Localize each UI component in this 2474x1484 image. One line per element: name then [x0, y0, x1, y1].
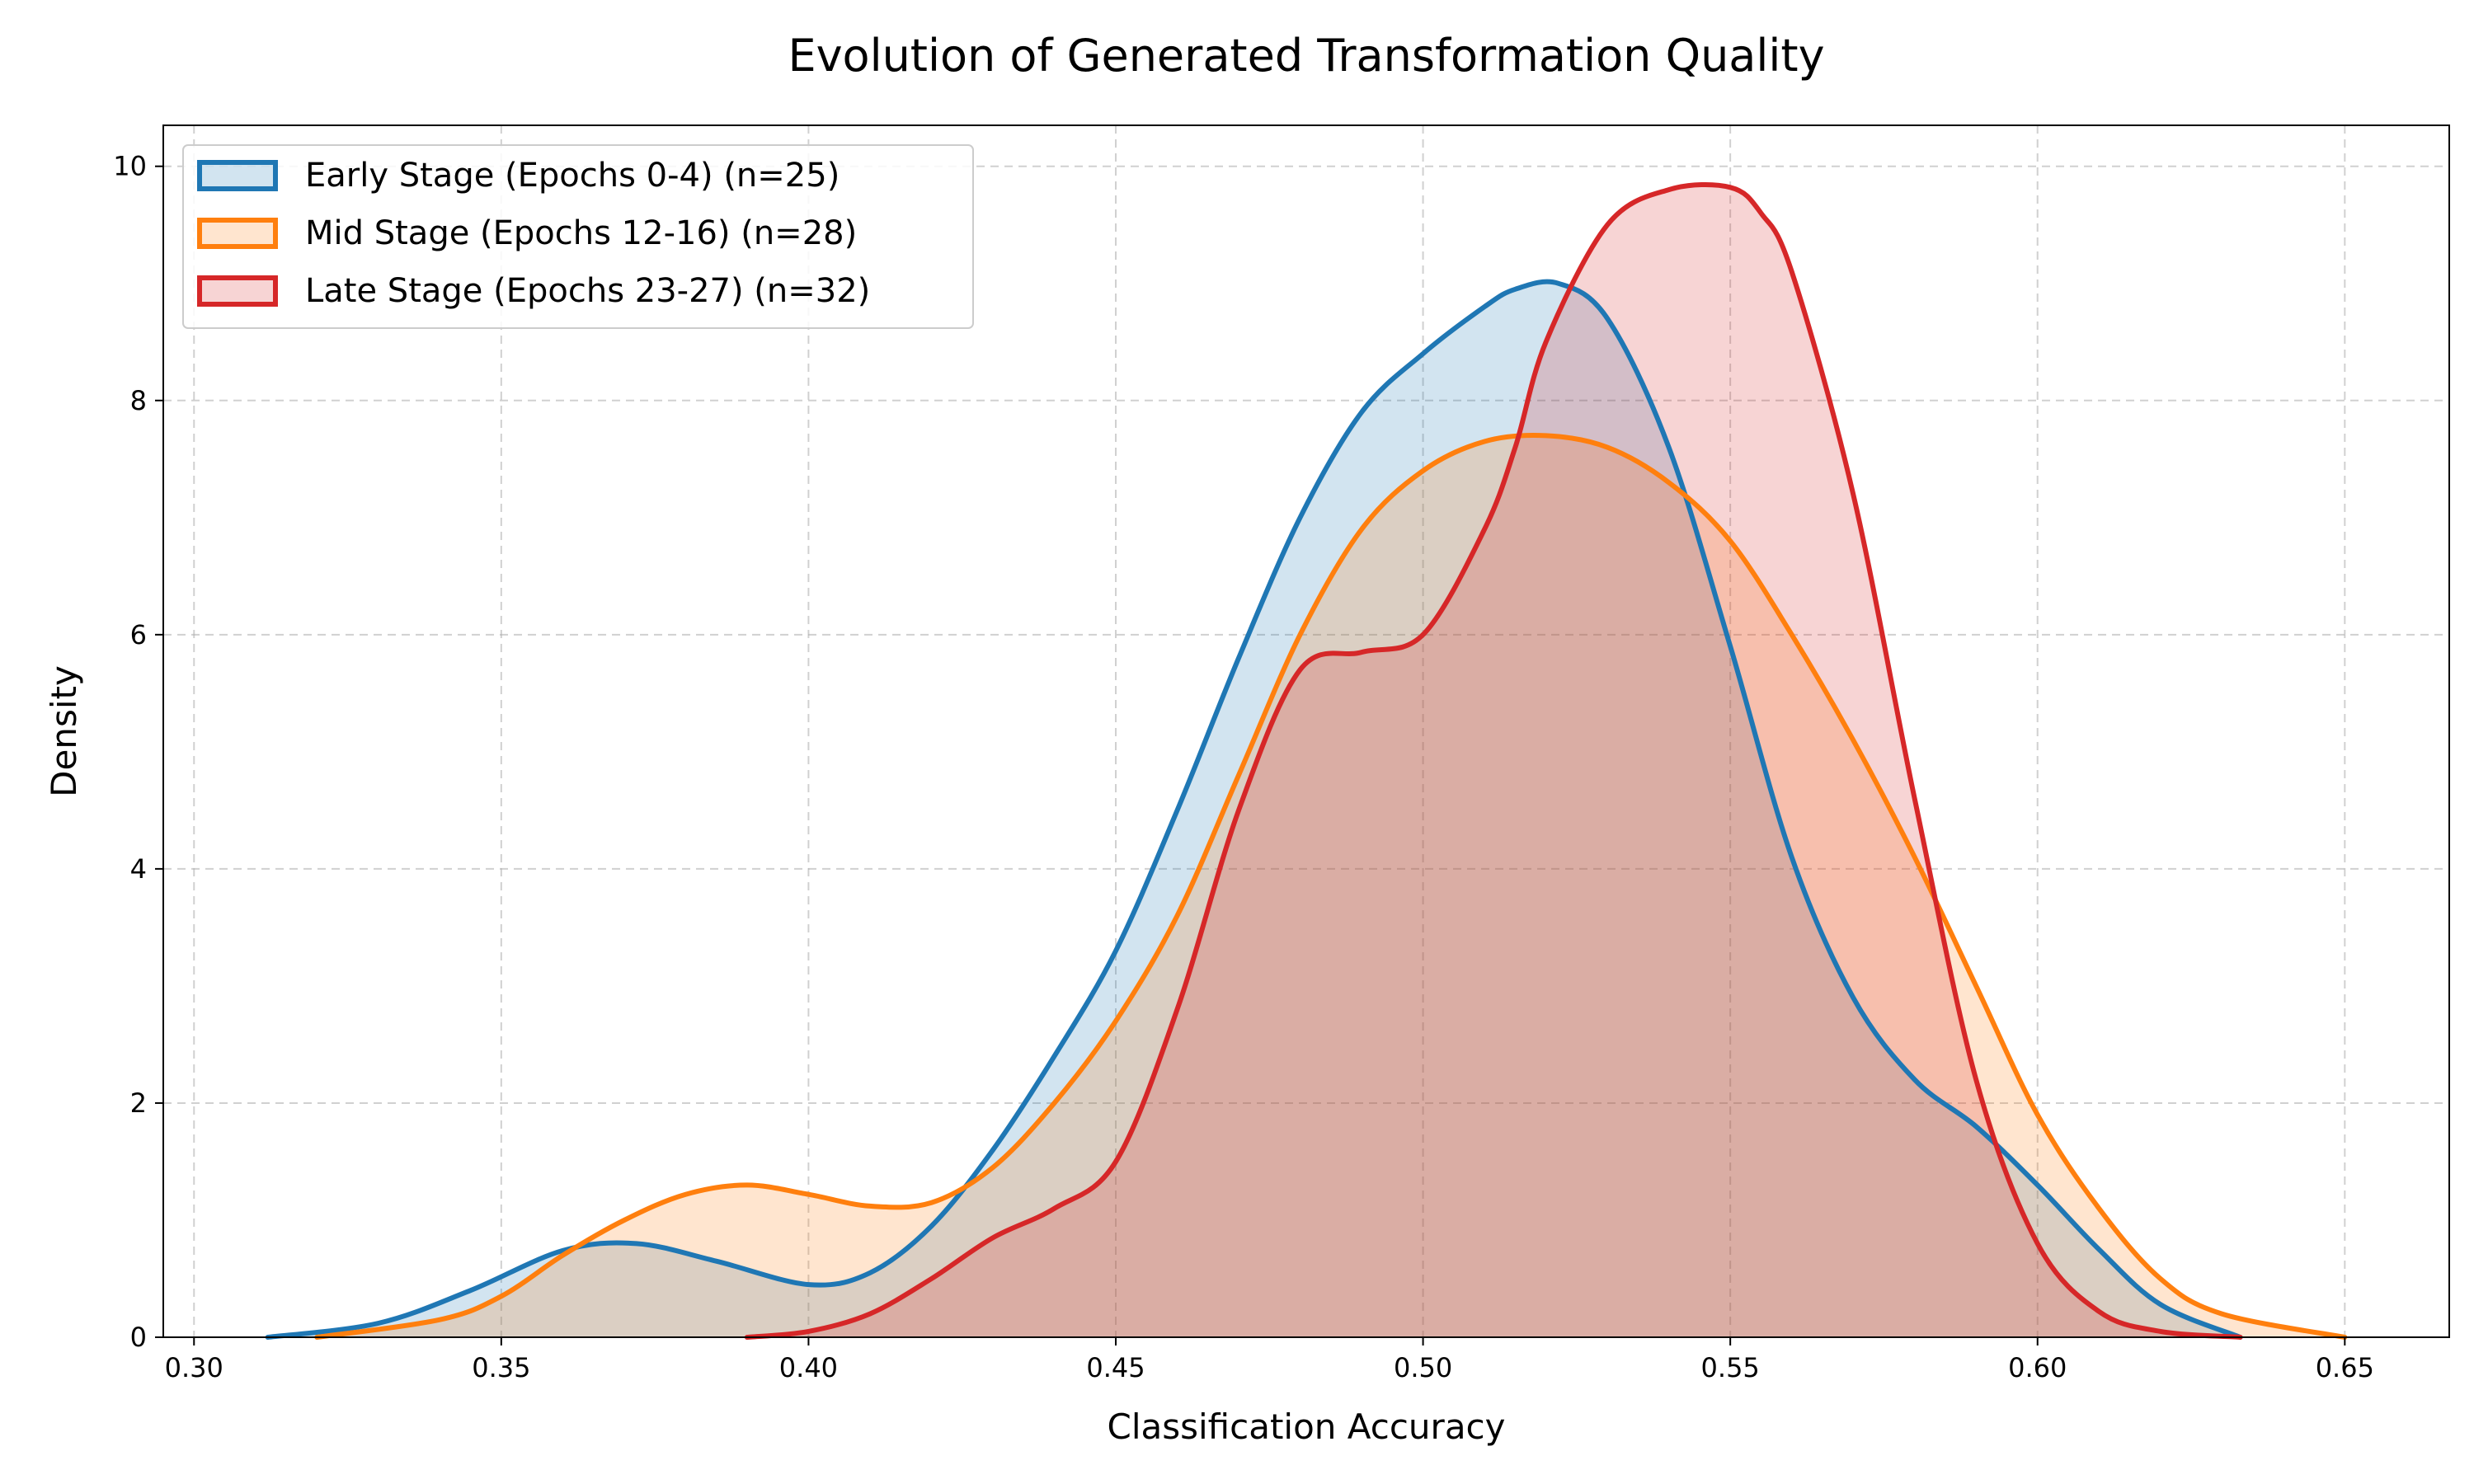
density-lines — [265, 181, 2348, 1340]
y-tick-label: 6 — [130, 619, 147, 650]
x-tick-label: 0.45 — [1086, 1352, 1145, 1383]
early-stage-density-fill — [267, 281, 2241, 1337]
x-tick-label: 0.35 — [472, 1352, 530, 1383]
y-tick-label: 8 — [130, 385, 147, 416]
mid-stage-density-line — [314, 432, 2348, 1340]
legend-swatch — [197, 160, 278, 191]
x-axis-title: Classification Accuracy — [1108, 1407, 1506, 1447]
x-tick-label: 0.50 — [1394, 1352, 1452, 1383]
legend-item-early: Early Stage (Epochs 0-4) (n=25) — [197, 157, 840, 195]
legend-label: Mid Stage (Epochs 12-16) (n=28) — [305, 214, 857, 252]
y-axis-title: Density — [44, 665, 84, 797]
x-tick-label: 0.40 — [779, 1352, 838, 1383]
legend-box — [182, 144, 974, 329]
x-tick-label: 0.30 — [165, 1352, 223, 1383]
legend-label: Early Stage (Epochs 0-4) (n=25) — [305, 157, 840, 195]
y-tick-label: 4 — [130, 853, 147, 885]
legend-item-mid: Mid Stage (Epochs 12-16) (n=28) — [197, 214, 857, 252]
legend-label: Late Stage (Epochs 23-27) (n=32) — [305, 272, 870, 310]
legend-swatch — [197, 275, 278, 307]
y-tick-label: 0 — [130, 1322, 147, 1353]
plot-frame — [162, 124, 2450, 1338]
legend: Early Stage (Epochs 0-4) (n=25) Mid Stage… — [182, 144, 974, 329]
early-stage-density-line — [265, 279, 2243, 1340]
axis-ticks: 0.30 0.35 0.40 0.45 0.50 0.55 0.60 0.65 0 2 4 6 8 10 — [113, 151, 2374, 1383]
late-stage-density-line — [744, 181, 2243, 1340]
chart-title: Evolution of Generated Transformation Qu… — [788, 30, 1824, 82]
y-tick-label: 10 — [113, 151, 147, 182]
y-tick-label: 2 — [130, 1087, 147, 1119]
x-tick-label: 0.55 — [1701, 1352, 1760, 1383]
x-tick-label: 0.65 — [2316, 1352, 2374, 1383]
mid-stage-density-fill — [317, 434, 2345, 1337]
x-tick-label: 0.60 — [2008, 1352, 2067, 1383]
late-stage-density-fill — [746, 184, 2241, 1337]
legend-swatch — [197, 218, 278, 249]
density-fills — [267, 184, 2345, 1337]
legend-item-late: Late Stage (Epochs 23-27) (n=32) — [197, 272, 870, 310]
